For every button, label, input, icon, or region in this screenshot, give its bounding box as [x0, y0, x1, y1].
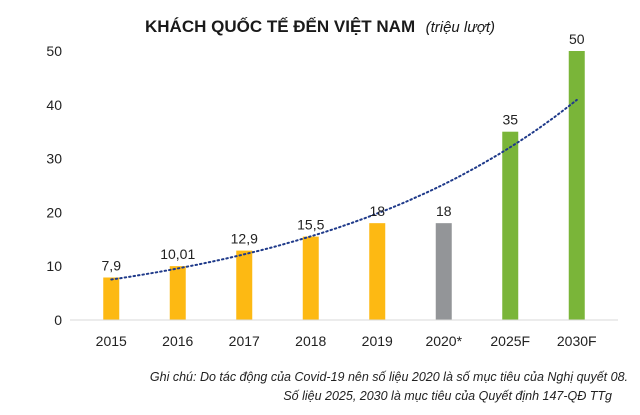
bar-2016 [169, 266, 186, 320]
x-tick-label: 2017 [229, 333, 260, 349]
chart-title-main: KHÁCH QUỐC TẾ ĐẾN VIỆT NAM [145, 16, 415, 36]
footnote-line-2: Số liệu 2025, 2030 là mục tiêu của Quyết… [283, 389, 612, 403]
y-axis: 0 10 20 30 40 50 [46, 43, 62, 328]
data-label: 50 [569, 31, 585, 47]
y-tick-label: 40 [46, 97, 62, 113]
data-label: 12,9 [231, 231, 258, 247]
y-tick-label: 20 [46, 204, 62, 220]
bar-2015 [103, 277, 120, 320]
y-tick-label: 10 [46, 258, 62, 274]
x-tick-label: 2016 [162, 333, 193, 349]
bar-2017 [236, 250, 253, 320]
data-label: 18 [369, 203, 385, 219]
x-axis: 2015 2016 2017 2018 2019 2020* 2025F 2030F [70, 319, 618, 349]
data-label: 15,5 [297, 217, 324, 233]
data-label: 7,9 [102, 257, 122, 273]
x-tick-label: 2025F [490, 333, 530, 349]
bar-2030F [568, 51, 585, 320]
chart-title-unit: (triệu lượt) [426, 19, 495, 36]
x-tick-label: 2015 [96, 333, 127, 349]
y-tick-label: 50 [46, 43, 62, 59]
chart-title: KHÁCH QUỐC TẾ ĐẾN VIỆT NAM (triệu lượt) [145, 16, 495, 36]
trendline-path [110, 98, 578, 281]
data-label: 18 [436, 203, 452, 219]
bar-2025F [502, 131, 519, 320]
x-tick-label: 2018 [295, 333, 326, 349]
y-tick-label: 0 [54, 312, 62, 328]
data-label: 10,01 [160, 246, 195, 262]
footnote-line-1: Ghi chú: Do tác động của Covid-19 nên số… [150, 370, 628, 384]
bar-2018 [302, 236, 319, 320]
data-labels: 7,9 10,01 12,9 15,5 18 18 35 50 [102, 31, 585, 273]
data-label: 35 [502, 112, 518, 128]
y-tick-label: 30 [46, 151, 62, 167]
x-tick-label: 2020* [425, 333, 462, 349]
bars [103, 51, 585, 320]
x-tick-label: 2030F [557, 333, 597, 349]
bar-2020* [435, 223, 452, 320]
bar-2019 [369, 223, 386, 320]
x-tick-label: 2019 [362, 333, 393, 349]
trendline [110, 98, 578, 281]
